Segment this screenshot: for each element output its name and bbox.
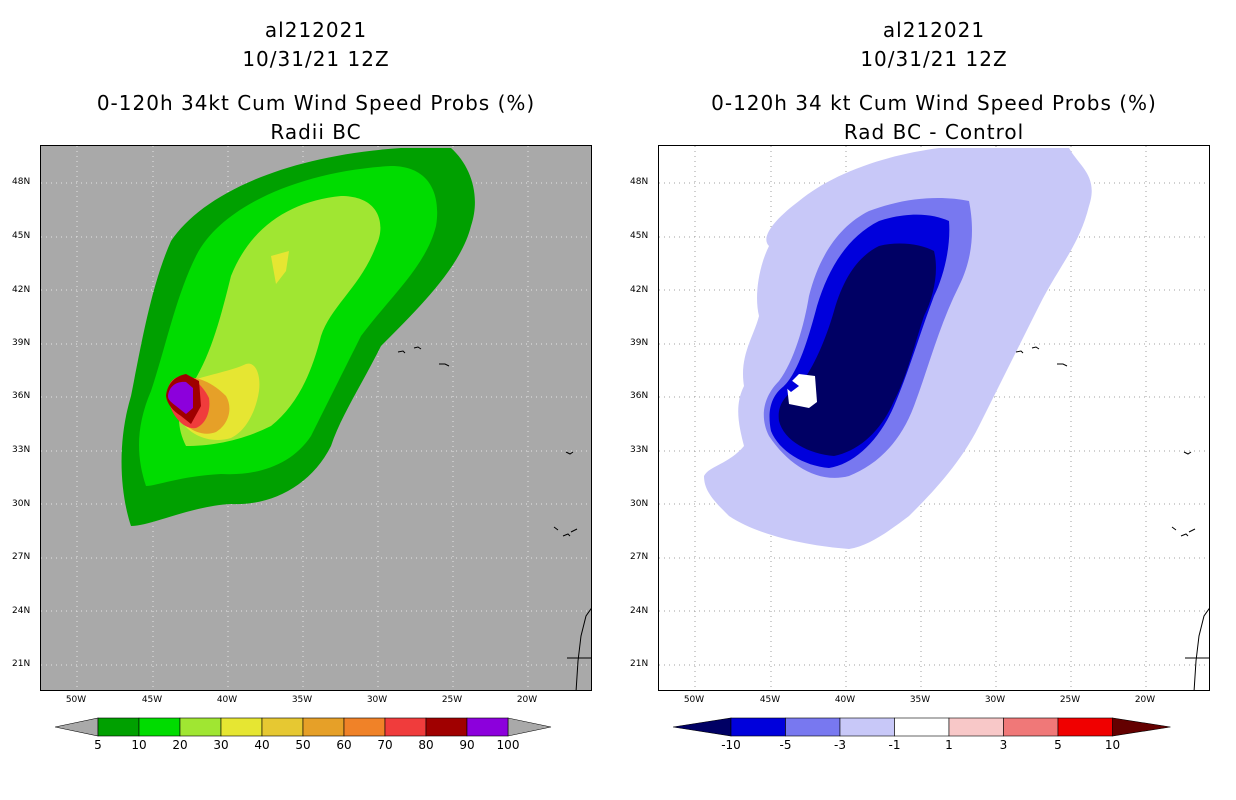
left-lon-label: 20W bbox=[516, 695, 538, 705]
colorbar-label: 5 bbox=[1054, 738, 1062, 752]
colorbar-swatch bbox=[948, 717, 1004, 737]
colorbar-label: 20 bbox=[172, 738, 188, 752]
right-lat-label: 27N bbox=[630, 552, 649, 562]
colorbar-swatch bbox=[730, 717, 786, 737]
colorbar-label: -10 bbox=[721, 738, 741, 752]
colorbar-swatch bbox=[1057, 717, 1113, 737]
left-lon-label: 25W bbox=[441, 695, 463, 705]
right-product-title: 0-120h 34 kt Cum Wind Speed Probs (%) bbox=[711, 91, 1157, 115]
right-lat-label: 21N bbox=[630, 659, 649, 669]
colorbar-label: 3 bbox=[999, 738, 1008, 752]
colorbar-swatch bbox=[785, 717, 841, 737]
colorbar-swatch bbox=[302, 717, 345, 737]
colorbar-label: -1 bbox=[888, 738, 901, 752]
right-title-block: al212021 10/31/21 12Z 0-120h 34 kt Cum W… bbox=[658, 16, 1210, 147]
left-lon-label: 30W bbox=[366, 695, 388, 705]
right-lat-label: 36N bbox=[630, 391, 649, 401]
colorbar-end-triangle-right bbox=[1112, 717, 1171, 737]
colorbar-label: -5 bbox=[779, 738, 792, 752]
colorbar-label: 30 bbox=[213, 738, 229, 752]
colorbar-end-triangle-left bbox=[673, 717, 732, 737]
left-subtitle: Radii BC bbox=[270, 120, 362, 144]
colorbar-label: 40 bbox=[254, 738, 270, 752]
colorbar-label: 80 bbox=[418, 738, 434, 752]
right-lon-label: 20W bbox=[1134, 695, 1156, 705]
left-lat-label: 27N bbox=[12, 552, 31, 562]
colorbar-end-triangle-right bbox=[507, 717, 552, 737]
colorbar-label: -3 bbox=[834, 738, 846, 752]
colorbar-swatch bbox=[261, 717, 304, 737]
right-white-spot bbox=[787, 374, 817, 408]
colorbar-swatch bbox=[466, 717, 509, 737]
left-lon-label: 40W bbox=[216, 695, 238, 705]
right-lon-label: 40W bbox=[834, 695, 856, 705]
right-lat-label: 45N bbox=[630, 231, 649, 241]
left-map-panel bbox=[40, 145, 592, 691]
left-contour-100 bbox=[168, 381, 193, 414]
right-lon-label: 45W bbox=[759, 695, 781, 705]
left-lat-label: 42N bbox=[12, 285, 31, 295]
right-lon-label: 25W bbox=[1059, 695, 1081, 705]
left-title-block: al212021 10/31/21 12Z 0-120h 34kt Cum Wi… bbox=[40, 16, 592, 147]
colorbar-label: 1 bbox=[945, 738, 953, 752]
colorbar-swatch bbox=[894, 717, 950, 737]
colorbar-label: 90 bbox=[459, 738, 475, 752]
colorbar-label: 10 bbox=[1104, 738, 1121, 752]
left-lat-label: 45N bbox=[12, 231, 31, 241]
colorbar-label: 10 bbox=[131, 738, 147, 752]
left-lat-label: 24N bbox=[12, 606, 31, 616]
right-lon-label: 30W bbox=[984, 695, 1006, 705]
left-colorbar bbox=[55, 717, 552, 737]
colorbar-swatch bbox=[138, 717, 181, 737]
colorbar-label: 100 bbox=[496, 738, 520, 752]
left-map-svg bbox=[41, 146, 591, 690]
left-lon-label: 45W bbox=[141, 695, 163, 705]
colorbar-swatch bbox=[1003, 717, 1059, 737]
right-lon-label: 35W bbox=[909, 695, 931, 705]
left-lat-label: 36N bbox=[12, 391, 31, 401]
right-lat-label: 39N bbox=[630, 338, 649, 348]
left-lon-label: 35W bbox=[291, 695, 313, 705]
right-date: 10/31/21 12Z bbox=[860, 47, 1008, 71]
colorbar-swatch bbox=[343, 717, 386, 737]
left-lat-label: 33N bbox=[12, 445, 31, 455]
left-date: 10/31/21 12Z bbox=[242, 47, 390, 71]
colorbar-swatch bbox=[97, 717, 140, 737]
right-map-svg bbox=[659, 146, 1209, 690]
colorbar-label: 60 bbox=[336, 738, 352, 752]
left-lat-label: 21N bbox=[12, 659, 31, 669]
right-map-panel bbox=[658, 145, 1210, 691]
colorbar-label: 70 bbox=[377, 738, 393, 752]
colorbar-end-triangle-left bbox=[55, 717, 99, 737]
colorbar-swatch bbox=[179, 717, 222, 737]
colorbar-swatch bbox=[220, 717, 263, 737]
right-lat-label: 48N bbox=[630, 177, 649, 187]
right-storm-id: al212021 bbox=[882, 18, 986, 42]
right-small-blue bbox=[784, 380, 799, 392]
right-lat-label: 24N bbox=[630, 606, 649, 616]
left-lon-label: 50W bbox=[65, 695, 87, 705]
right-subtitle: Rad BC - Control bbox=[843, 120, 1025, 144]
right-coastline bbox=[1015, 346, 1209, 690]
colorbar-swatch bbox=[384, 717, 427, 737]
right-lat-label: 33N bbox=[630, 445, 649, 455]
right-lat-label: 42N bbox=[630, 285, 649, 295]
left-storm-id: al212021 bbox=[264, 18, 368, 42]
left-lat-label: 30N bbox=[12, 499, 31, 509]
left-lat-label: 39N bbox=[12, 338, 31, 348]
right-lon-label: 50W bbox=[683, 695, 705, 705]
left-product-title: 0-120h 34kt Cum Wind Speed Probs (%) bbox=[96, 91, 536, 115]
colorbar-swatch bbox=[839, 717, 895, 737]
colorbar-label: 50 bbox=[295, 738, 311, 752]
left-lat-label: 48N bbox=[12, 177, 31, 187]
right-lat-label: 30N bbox=[630, 499, 649, 509]
left-coastline bbox=[397, 346, 591, 690]
colorbar-swatch bbox=[425, 717, 468, 737]
right-contour-minus10 bbox=[778, 243, 936, 456]
colorbar-label: 5 bbox=[94, 738, 102, 752]
right-colorbar bbox=[673, 717, 1171, 737]
